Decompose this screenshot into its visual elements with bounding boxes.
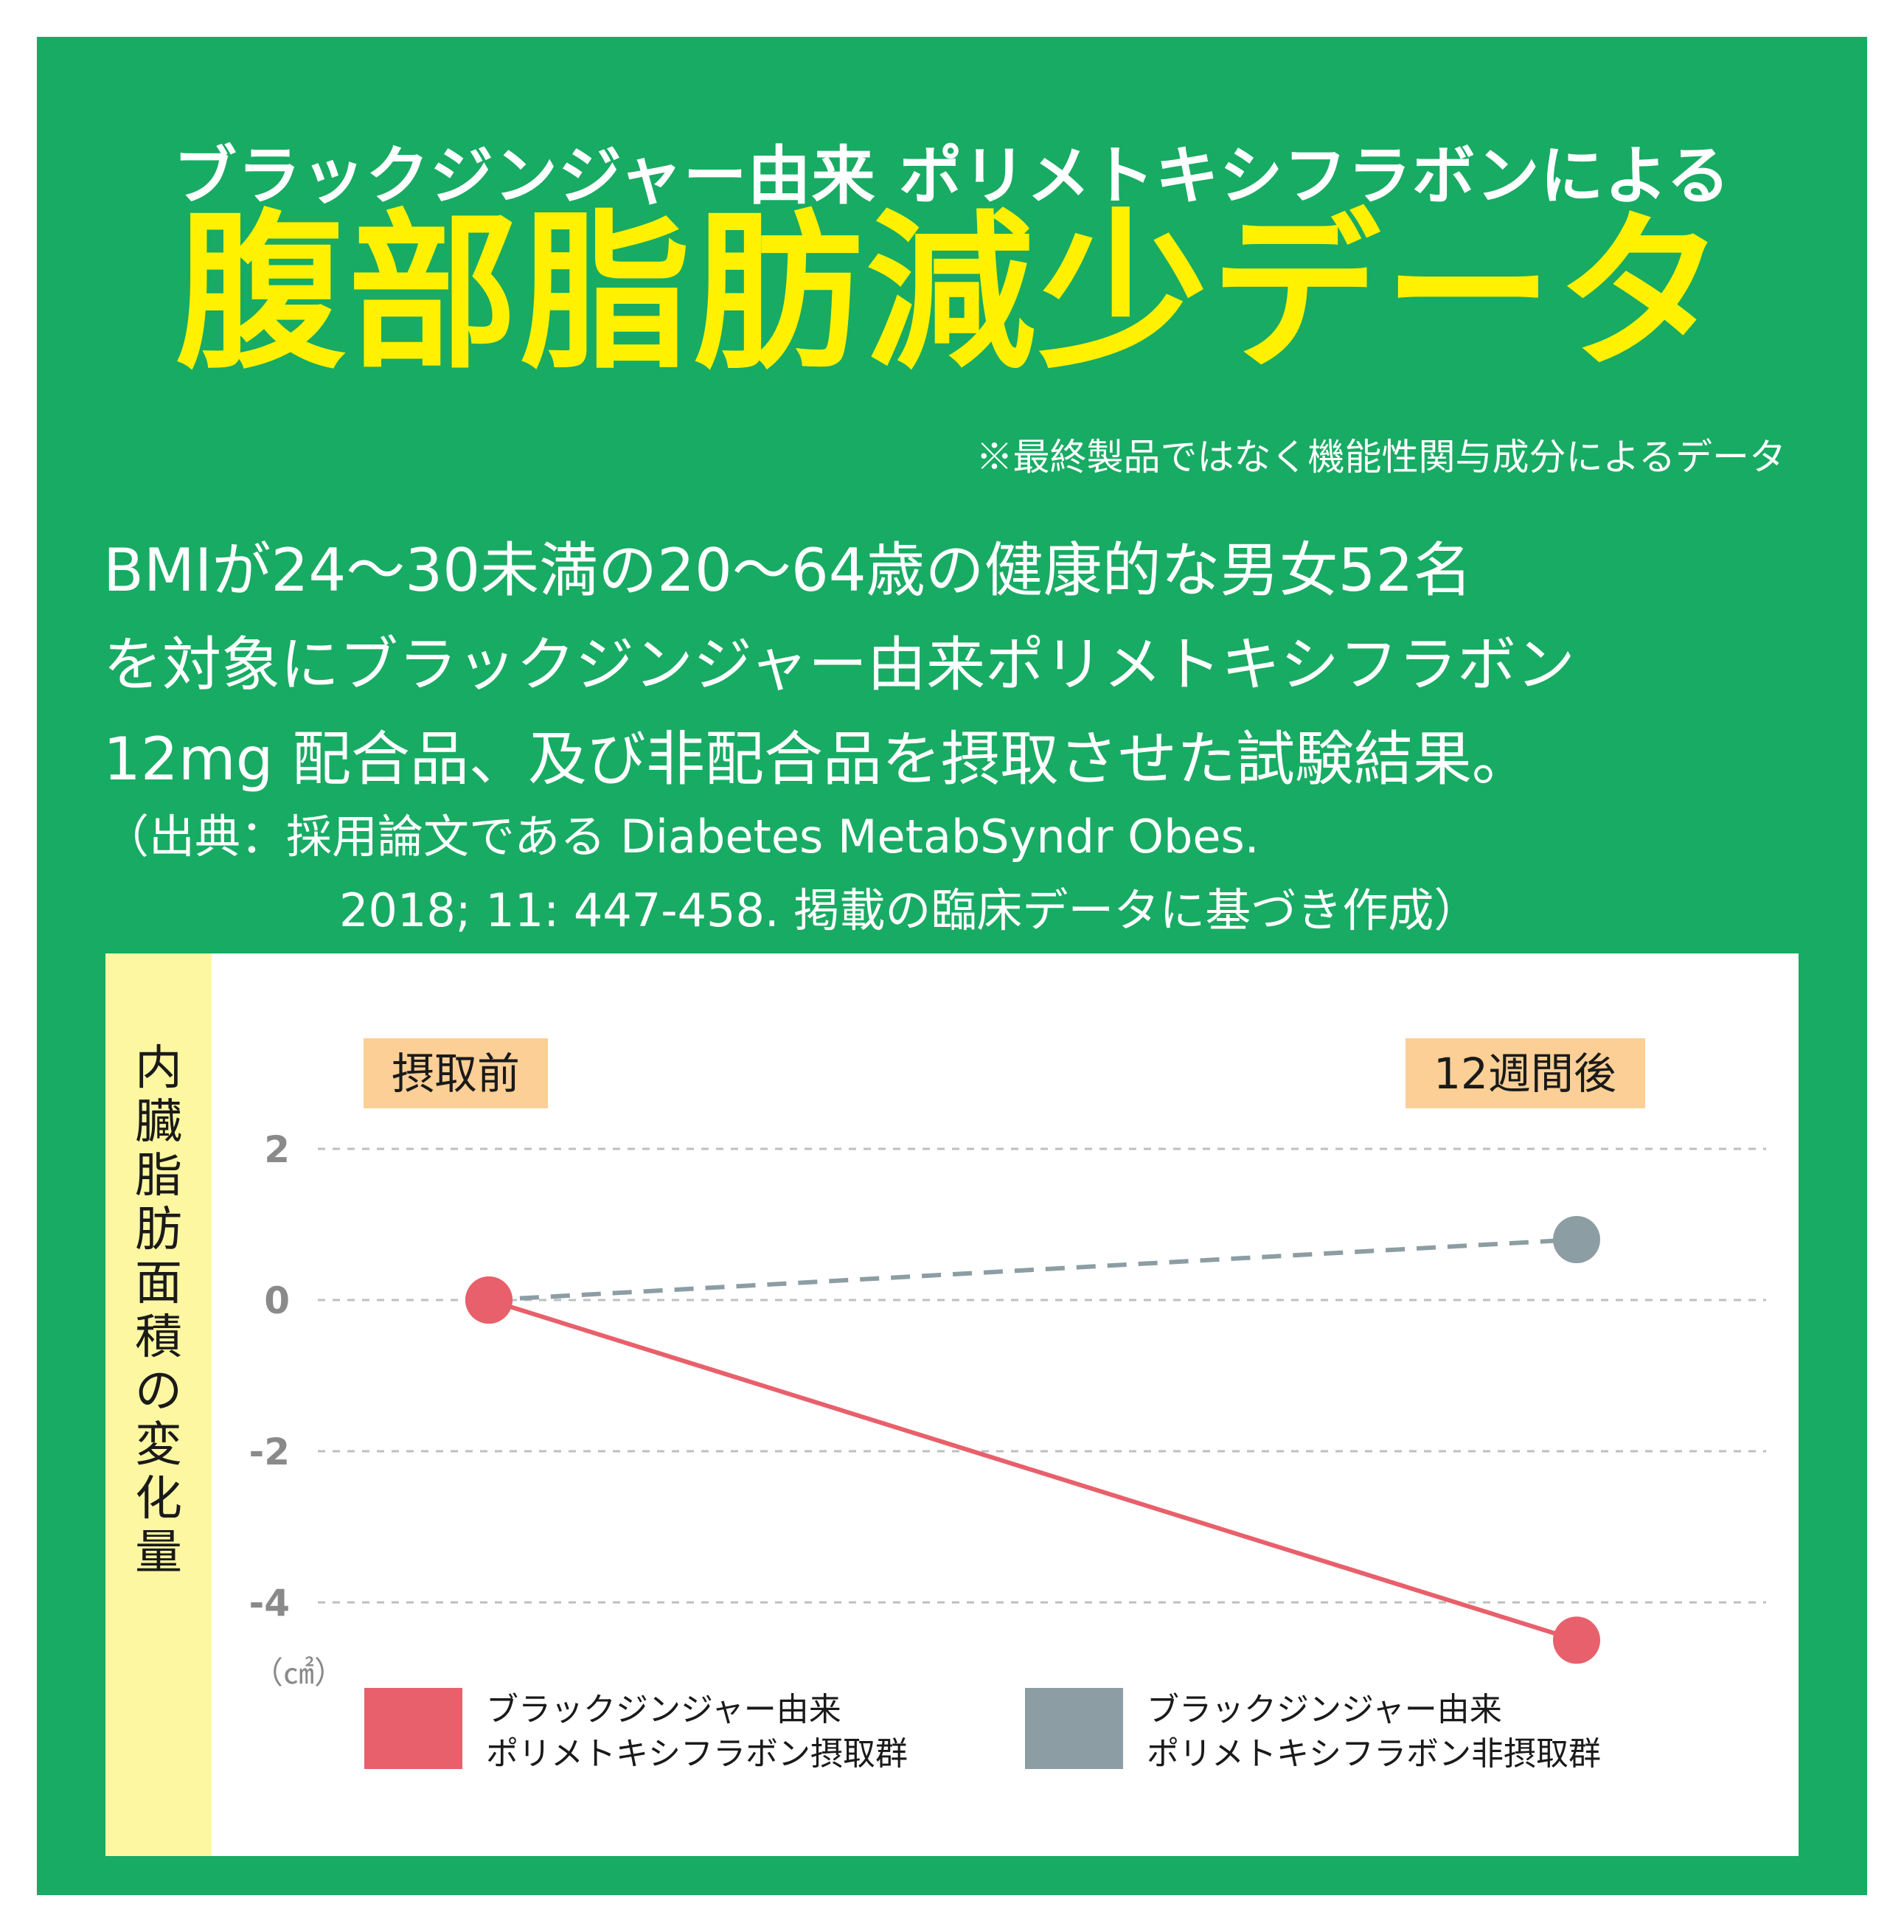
data-point bbox=[1553, 1216, 1600, 1263]
category-tag-bg bbox=[1406, 1038, 1645, 1108]
header-subtitle: ブラックジンジャー由来 ポリメトキシフラボンによる bbox=[173, 139, 1731, 213]
line-chart: 2 0 -2 -4 （㎠） 摂取前 12週間後ブラックジンジャー由来ポリメトキシフラボン摂取… bbox=[249, 1038, 1766, 1773]
y-axis-label: 内臓脂肪面積の変化量 bbox=[135, 1041, 182, 1580]
header-note: ※最終製品ではなく機能性関与成分によるデータ bbox=[976, 436, 1787, 479]
y-tick-label: 2 bbox=[264, 1128, 290, 1171]
series-line bbox=[488, 1298, 1577, 1643]
data-point bbox=[465, 1276, 513, 1324]
citation: （出典：採用論文である Diabetes MetabSyndr Obes. 20… bbox=[103, 800, 1829, 948]
y-tick-label: -2 bbox=[249, 1431, 290, 1473]
legend-label: ブラックジンジャー由来 bbox=[1147, 1691, 1502, 1728]
citation-line-1: （出典：採用論文である Diabetes MetabSyndr Obes. bbox=[103, 810, 1260, 864]
legend-label: ポリメトキシフラボン非摂取群 bbox=[1147, 1735, 1601, 1773]
legend-swatch bbox=[364, 1688, 462, 1769]
y-axis-label-strip: 内臓脂肪面積の変化量 bbox=[105, 953, 212, 1856]
y-tick-label: -4 bbox=[249, 1582, 290, 1625]
study-description: BMIが24〜30未満の20〜64歳の健康的な男女52名 を対象にブラックジンジ… bbox=[103, 524, 1829, 807]
x-category-label: 摂取前 bbox=[392, 1049, 520, 1099]
chart-box: 内臓脂肪面積の変化量 2 0 -2 -4 （㎠） 摂取前 12週間後ブラックジンジャー由来ポ… bbox=[105, 953, 1799, 1856]
description-line: を対象にブラックジンジャー由来ポリメトキシフラボン bbox=[103, 630, 1575, 699]
y-tick-label: 0 bbox=[264, 1279, 290, 1322]
legend-label: ブラックジンジャー由来 bbox=[486, 1691, 841, 1728]
series-line bbox=[488, 1237, 1577, 1302]
category-tag-bg bbox=[364, 1038, 548, 1108]
data-point bbox=[1553, 1616, 1600, 1664]
main-panel: ブラックジンジャー由来 ポリメトキシフラボンによる 腹部脂肪減少データ ※最終製… bbox=[37, 37, 1867, 1895]
legend-label: ポリメトキシフラボン摂取群 bbox=[486, 1735, 908, 1773]
description-line: BMIが24〜30未満の20〜64歳の健康的な男女52名 bbox=[103, 536, 1473, 605]
x-category-label: 12週間後 bbox=[1434, 1049, 1616, 1099]
y-unit-label: （㎠） bbox=[252, 1655, 345, 1691]
description-line: 12mg 配合品、及び非配合品を摂取させた試験結果。 bbox=[103, 725, 1531, 793]
legend-swatch bbox=[1025, 1688, 1123, 1769]
page-title: 腹部脂肪減少データ bbox=[175, 193, 1728, 392]
citation-line-2: 2018; 11: 447-458. 掲載の臨床データに基づき作成） bbox=[339, 883, 1480, 937]
